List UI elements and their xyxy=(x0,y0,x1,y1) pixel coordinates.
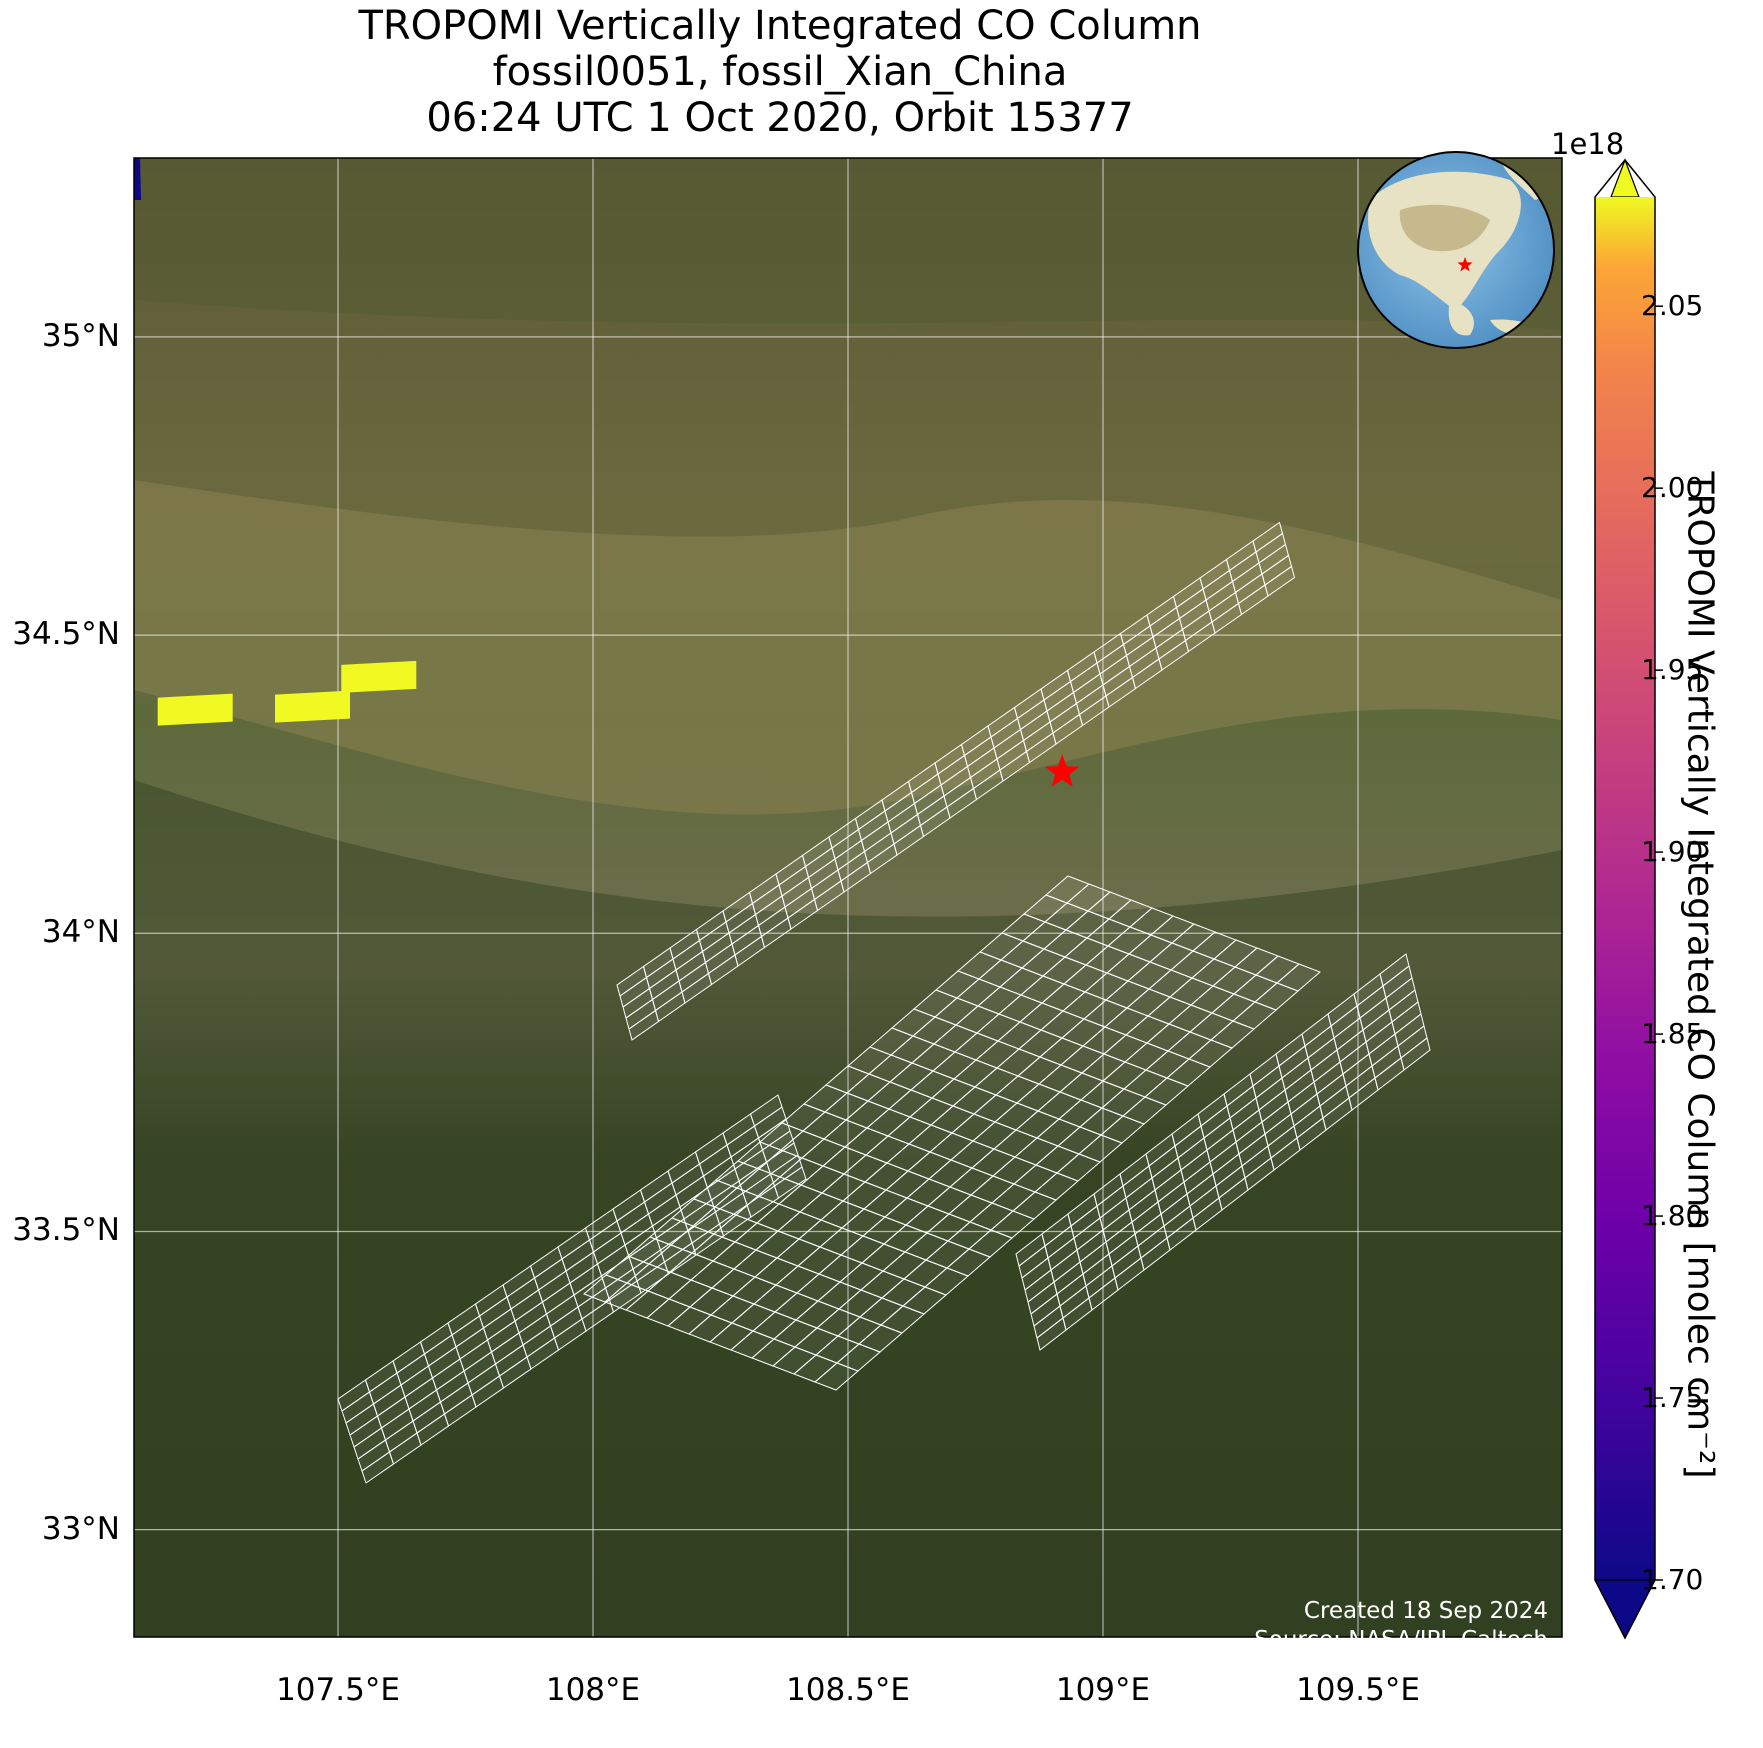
lon-tick-label: 107.5°E xyxy=(276,1672,400,1708)
map-frame xyxy=(133,157,1563,1638)
colorbar-tick-label: 1.80 xyxy=(1641,1199,1704,1233)
swath-cell xyxy=(1045,875,1090,904)
lat-tick-label: 35°N xyxy=(41,317,120,354)
colorbar-gradient xyxy=(1595,197,1655,1580)
lon-tick-label: 109.5°E xyxy=(1296,1672,1420,1708)
lat-tick-label: 33.5°N xyxy=(12,1212,120,1249)
globe-site-star xyxy=(1457,257,1473,272)
co-filled-pixels xyxy=(157,660,417,726)
inset-globe xyxy=(1357,151,1555,349)
swath-grid xyxy=(616,521,1296,1041)
colorbar xyxy=(1594,158,1663,1640)
swath-cell xyxy=(749,1094,783,1127)
lon-tick-label: 109°E xyxy=(1055,1672,1151,1708)
colorbar-tick-label: 1.90 xyxy=(1641,835,1704,869)
swath-cell xyxy=(1379,953,1410,987)
colorbar-tick-label: 1.85 xyxy=(1641,1017,1704,1051)
swath-grid xyxy=(337,1094,807,1484)
colorbar-extend-max xyxy=(1610,158,1640,198)
co-pixel xyxy=(157,693,233,726)
chart-title-line-1: TROPOMI Vertically Integrated CO Column xyxy=(358,3,1202,49)
chart-title-line-2: fossil0051, fossil_Xian_China xyxy=(492,49,1068,95)
site-star-marker xyxy=(1045,754,1080,787)
colorbar-tick-label: 1.70 xyxy=(1641,1563,1704,1596)
low-value-pixel xyxy=(134,158,141,200)
lat-tick-label: 34°N xyxy=(41,914,120,951)
colorbar-axis-label: TROPOMI Vertically Integrated CO Column … xyxy=(1679,471,1721,1479)
lat-tick-label: 33°N xyxy=(41,1510,120,1547)
co-pixel xyxy=(275,690,350,723)
swath-grid xyxy=(1015,953,1431,1351)
colorbar-exponent-label: 1e18 xyxy=(1551,127,1625,161)
colorbar-tick-label: 1.75 xyxy=(1641,1381,1704,1415)
colorbar-tick-label: 2.05 xyxy=(1641,289,1704,323)
chart-title-line-3: 06:24 UTC 1 Oct 2020, Orbit 15377 xyxy=(426,95,1134,141)
source-credit: Source: NASA/JPL-Caltech xyxy=(1254,1627,1548,1653)
lat-tick-label: 34.5°N xyxy=(12,616,120,653)
lon-tick-label: 108.5°E xyxy=(786,1672,910,1708)
swath-grid xyxy=(583,875,1321,1391)
swath-cell xyxy=(1252,521,1284,553)
colorbar-tick-label: 1.95 xyxy=(1641,653,1704,687)
co-pixel xyxy=(341,660,417,693)
tropomi-swath-outlines xyxy=(337,521,1431,1484)
lon-tick-label: 108°E xyxy=(545,1672,641,1708)
colorbar-tick-label: 2.00 xyxy=(1641,471,1704,505)
created-date-credit: Created 18 Sep 2024 xyxy=(1303,1598,1548,1624)
